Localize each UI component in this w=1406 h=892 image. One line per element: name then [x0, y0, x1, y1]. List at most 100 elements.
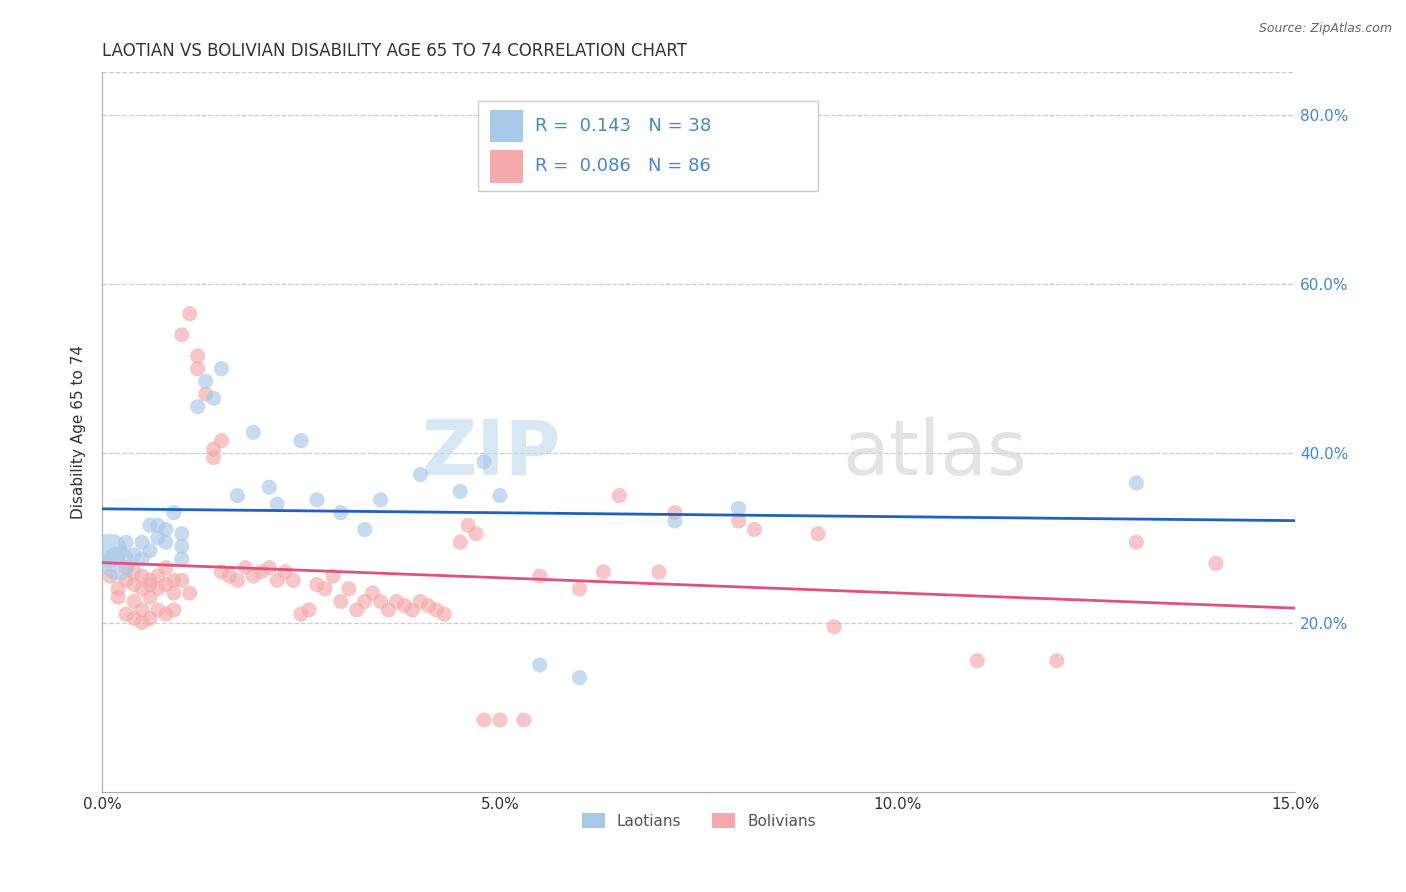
- Point: [139, 543, 162, 558]
- Text: R =  0.086   N = 86: R = 0.086 N = 86: [536, 157, 711, 176]
- Point: [1125, 475, 1147, 490]
- Point: [211, 565, 233, 579]
- Point: [298, 603, 321, 617]
- Point: [155, 577, 177, 591]
- Point: [131, 535, 153, 549]
- Point: [409, 467, 432, 482]
- Point: [425, 603, 447, 617]
- Point: [155, 607, 177, 622]
- Point: [242, 569, 264, 583]
- Point: [122, 577, 145, 591]
- Point: [211, 361, 233, 376]
- Point: [433, 607, 456, 622]
- Point: [194, 375, 217, 389]
- Point: [155, 535, 177, 549]
- Point: [648, 565, 671, 579]
- Point: [187, 349, 209, 363]
- Point: [179, 307, 201, 321]
- Point: [226, 574, 249, 588]
- Point: [163, 603, 186, 617]
- Point: [346, 603, 368, 617]
- Point: [353, 523, 375, 537]
- Point: [377, 603, 399, 617]
- Point: [727, 514, 749, 528]
- Point: [807, 526, 830, 541]
- Point: [322, 569, 344, 583]
- Point: [115, 607, 138, 622]
- Point: [235, 560, 257, 574]
- Point: [211, 434, 233, 448]
- Point: [146, 569, 169, 583]
- Point: [250, 565, 273, 579]
- Point: [607, 489, 630, 503]
- Point: [115, 574, 138, 588]
- FancyBboxPatch shape: [478, 101, 818, 191]
- Point: [361, 586, 384, 600]
- Point: [489, 713, 512, 727]
- Point: [465, 526, 488, 541]
- Point: [727, 501, 749, 516]
- Point: [194, 387, 217, 401]
- Point: [266, 497, 288, 511]
- Point: [146, 518, 169, 533]
- Point: [131, 552, 153, 566]
- Point: [163, 574, 186, 588]
- Point: [305, 577, 328, 591]
- Point: [823, 620, 845, 634]
- Point: [146, 531, 169, 545]
- Point: [242, 425, 264, 440]
- Point: [170, 540, 193, 554]
- Point: [170, 552, 193, 566]
- Point: [187, 361, 209, 376]
- Point: [314, 582, 336, 596]
- Point: [664, 514, 686, 528]
- Point: [259, 560, 281, 574]
- Text: LAOTIAN VS BOLIVIAN DISABILITY AGE 65 TO 74 CORRELATION CHART: LAOTIAN VS BOLIVIAN DISABILITY AGE 65 TO…: [103, 42, 688, 60]
- Text: Source: ZipAtlas.com: Source: ZipAtlas.com: [1258, 22, 1392, 36]
- Point: [131, 569, 153, 583]
- Point: [139, 611, 162, 625]
- Text: ZIP: ZIP: [422, 417, 561, 491]
- Point: [329, 594, 352, 608]
- Point: [259, 480, 281, 494]
- Point: [107, 582, 129, 596]
- Point: [418, 599, 440, 613]
- Bar: [491, 110, 523, 142]
- Point: [122, 611, 145, 625]
- Bar: [491, 150, 523, 183]
- Point: [139, 591, 162, 605]
- Point: [449, 484, 471, 499]
- Point: [139, 577, 162, 591]
- Point: [155, 560, 177, 574]
- Point: [664, 506, 686, 520]
- Point: [122, 594, 145, 608]
- Text: atlas: atlas: [842, 417, 1026, 491]
- Point: [218, 569, 240, 583]
- Point: [472, 455, 495, 469]
- Point: [305, 492, 328, 507]
- Point: [139, 574, 162, 588]
- Point: [472, 713, 495, 727]
- Point: [592, 565, 614, 579]
- Point: [202, 450, 225, 465]
- Point: [337, 582, 360, 596]
- Point: [370, 594, 392, 608]
- Point: [457, 518, 479, 533]
- Point: [401, 603, 423, 617]
- Point: [163, 506, 186, 520]
- Point: [529, 569, 551, 583]
- Point: [179, 586, 201, 600]
- Point: [170, 327, 193, 342]
- Point: [394, 599, 416, 613]
- Legend: Laotians, Bolivians: Laotians, Bolivians: [575, 806, 823, 835]
- Point: [281, 574, 304, 588]
- Point: [568, 671, 591, 685]
- Point: [274, 565, 297, 579]
- Text: R =  0.143   N = 38: R = 0.143 N = 38: [536, 117, 711, 135]
- Point: [266, 574, 288, 588]
- Point: [98, 569, 121, 583]
- Point: [290, 607, 312, 622]
- Point: [131, 615, 153, 630]
- Point: [353, 594, 375, 608]
- Point: [568, 582, 591, 596]
